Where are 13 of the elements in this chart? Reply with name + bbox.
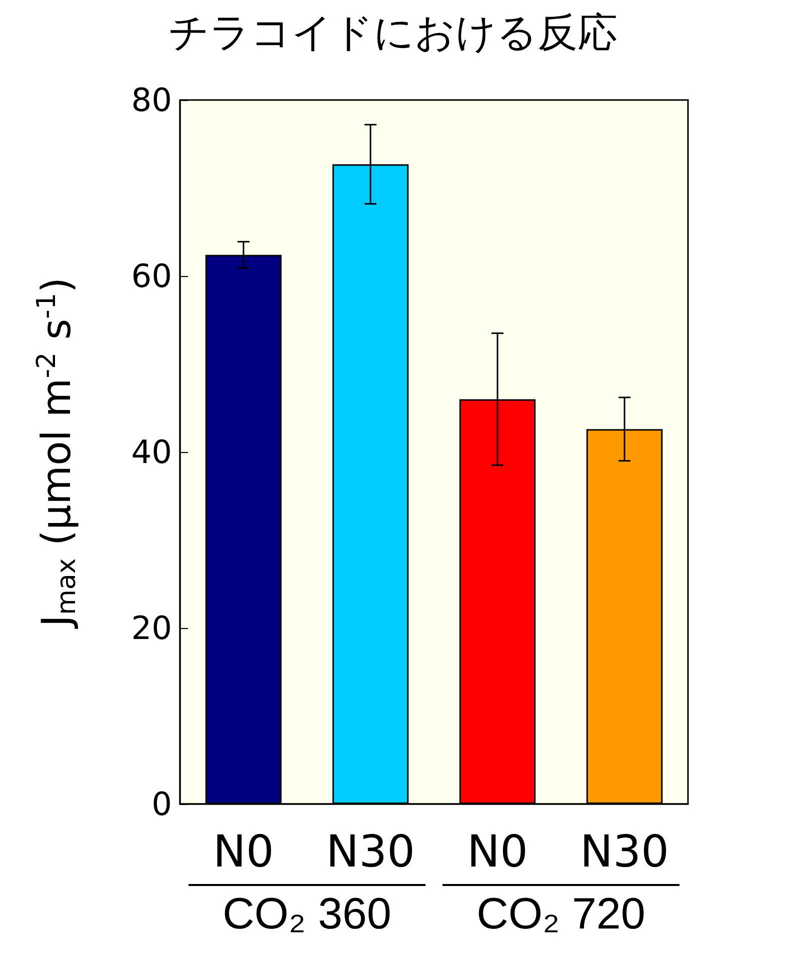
x-tick-label: N30 <box>326 826 415 878</box>
y-tick-label: 60 <box>131 257 172 295</box>
text: CO₂ 360 <box>222 890 392 938</box>
y-axis-title: Jmax (μmol m-2 s-1) <box>32 277 82 630</box>
y-tick-label: 40 <box>131 433 172 471</box>
x-tick-label: N0 <box>467 826 528 878</box>
y-tick-label: 80 <box>131 81 172 119</box>
text: CO₂ 720 <box>476 890 646 938</box>
chart-title: チラコイドにおける反応 <box>168 10 618 56</box>
x-tick-label: N30 <box>580 826 669 878</box>
y-tick-label: 20 <box>131 609 172 647</box>
y-tick-label: 0 <box>152 785 172 823</box>
x-tick-label: N0 <box>213 826 274 878</box>
